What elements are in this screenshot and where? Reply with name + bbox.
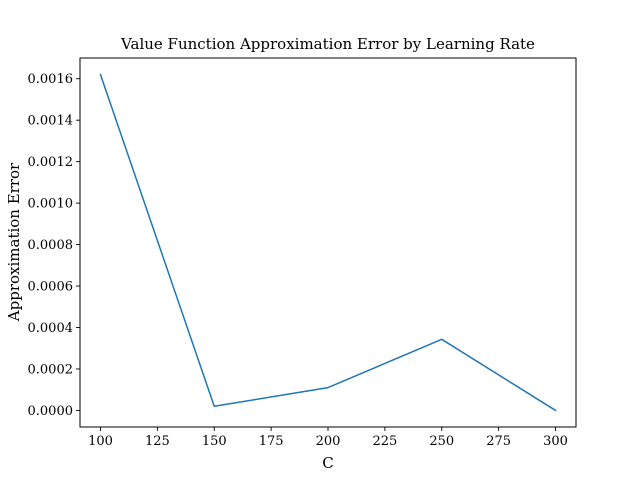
plot-area: 100 125 150 175 200 225 250 275 300 0.0000 0.0002 0…	[28, 57, 577, 449]
x-tick-label: 100	[88, 434, 113, 449]
y-axis-title: Approximation Error	[5, 162, 23, 322]
y-tick-label: 0.0014	[28, 114, 74, 129]
x-tick-label: 275	[486, 434, 511, 449]
axes-frame	[79, 57, 577, 428]
x-tick-label: 175	[259, 434, 284, 449]
x-tick-label: 200	[316, 434, 341, 449]
y-tick-label: 0.0010	[28, 197, 74, 212]
y-tick-label: 0.0006	[28, 280, 74, 295]
x-tick-label: 250	[429, 434, 454, 449]
y-tick-label: 0.0016	[28, 72, 74, 87]
series-line	[99, 73, 557, 412]
x-tick-label: 225	[372, 434, 397, 449]
chart-title: Value Function Approximation Error by Le…	[120, 35, 535, 53]
y-tick-label: 0.0004	[28, 321, 74, 336]
x-tick-label: 125	[145, 434, 170, 449]
y-tick-label: 0.0012	[28, 155, 74, 170]
x-axis-title: C	[322, 454, 333, 472]
x-tick-label: 300	[543, 434, 568, 449]
y-tick-label: 0.0000	[28, 404, 74, 419]
x-tick-label: 150	[202, 434, 227, 449]
y-tick-label: 0.0008	[28, 238, 74, 253]
y-tick-label: 0.0002	[28, 362, 74, 377]
